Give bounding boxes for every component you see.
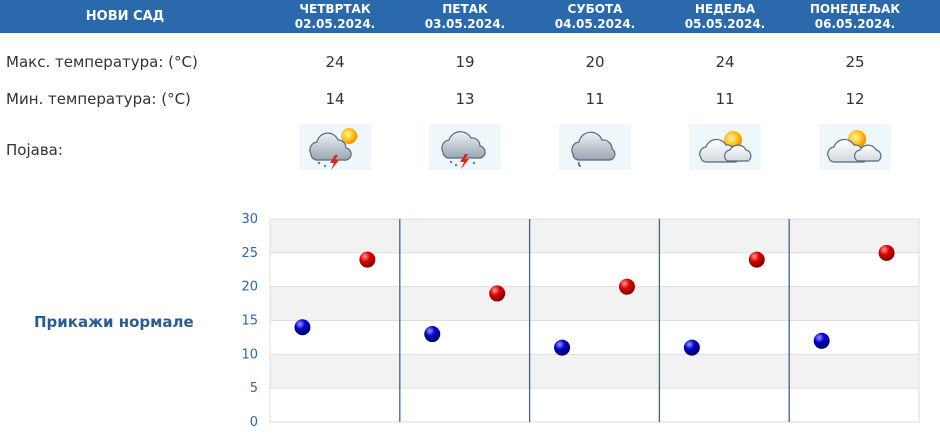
grid-band <box>270 320 919 355</box>
plot-frame <box>269 218 920 423</box>
y-tick-label: 30 <box>241 212 258 227</box>
y-tick-label: 5 <box>250 381 258 396</box>
y-tick-label: 15 <box>241 314 258 329</box>
grid-band <box>270 252 919 287</box>
forecast-header: НОВИ САД ЧЕТВРТАК 02.05.2024. ПЕТАК 03.0… <box>0 0 940 33</box>
max-temp-value: 19 <box>455 53 475 71</box>
day-name: ПОНЕДЕЉАК <box>809 2 901 16</box>
y-tick-label: 20 <box>241 280 258 295</box>
day-header-1: ЧЕТВРТАК 02.05.2024. <box>270 0 400 33</box>
min-temp-value: 12 <box>845 90 865 108</box>
max-temp-value: 24 <box>715 53 735 71</box>
partly-cloudy-icon <box>819 124 891 170</box>
min-temp-value: 14 <box>325 90 345 108</box>
day-date: 05.05.2024. <box>684 17 766 31</box>
min-temp-value: 11 <box>715 90 735 108</box>
grid-band <box>270 388 919 422</box>
min-temp-point <box>683 339 700 356</box>
max-temp-point <box>748 251 765 268</box>
min-temp-point <box>294 319 311 336</box>
y-tick-label: 0 <box>250 415 258 430</box>
partly-cloudy-icon <box>689 124 761 170</box>
temperature-chart: 0 5 10 15 20 25 30 <box>241 212 920 430</box>
min-temp-point <box>813 332 830 349</box>
min-temp-value: 13 <box>455 90 475 108</box>
day-name: ПЕТАК <box>442 2 488 16</box>
min-temp-value: 11 <box>585 90 605 108</box>
day-date: 03.05.2024. <box>424 17 506 31</box>
day-header-3: СУБОТА 04.05.2024. <box>530 0 660 33</box>
day-name: СУБОТА <box>567 2 623 16</box>
weather-label: Појава: <box>6 141 63 159</box>
day-date: 06.05.2024. <box>814 17 896 31</box>
show-normals-link[interactable]: Прикажи нормале <box>34 313 194 331</box>
max-temp-value: 20 <box>585 53 605 71</box>
day-date: 04.05.2024. <box>554 17 636 31</box>
max-temp-label: Макс. температура: (°C) <box>6 53 198 71</box>
min-temp-label: Мин. температура: (°C) <box>6 90 191 108</box>
thunderstorm-icon <box>429 124 501 170</box>
min-temp-point <box>424 326 441 343</box>
city-name: НОВИ САД <box>85 9 165 24</box>
day-name: ЧЕТВРТАК <box>299 2 371 16</box>
min-temp-point <box>554 339 571 356</box>
max-temp-point <box>878 244 895 261</box>
day-date: 02.05.2024. <box>294 17 376 31</box>
day-header-4: НЕДЕЉА 05.05.2024. <box>660 0 790 33</box>
grid-band <box>270 354 919 389</box>
max-temp-value: 25 <box>845 53 865 71</box>
thunderstorm-sun-icon <box>299 124 371 170</box>
day-header-5: ПОНЕДЕЉАК 06.05.2024. <box>790 0 920 33</box>
max-temp-point <box>618 278 635 295</box>
max-temp-value: 24 <box>325 53 345 71</box>
max-temp-point <box>489 285 506 302</box>
day-header-2: ПЕТАК 03.05.2024. <box>400 0 530 33</box>
y-tick-label: 25 <box>241 246 258 261</box>
day-name: НЕДЕЉА <box>694 2 756 16</box>
grid-band <box>270 286 919 321</box>
max-temp-point <box>359 251 376 268</box>
grid-band <box>270 219 919 253</box>
cloud-drizzle-icon <box>559 124 631 170</box>
y-tick-label: 10 <box>241 347 258 362</box>
